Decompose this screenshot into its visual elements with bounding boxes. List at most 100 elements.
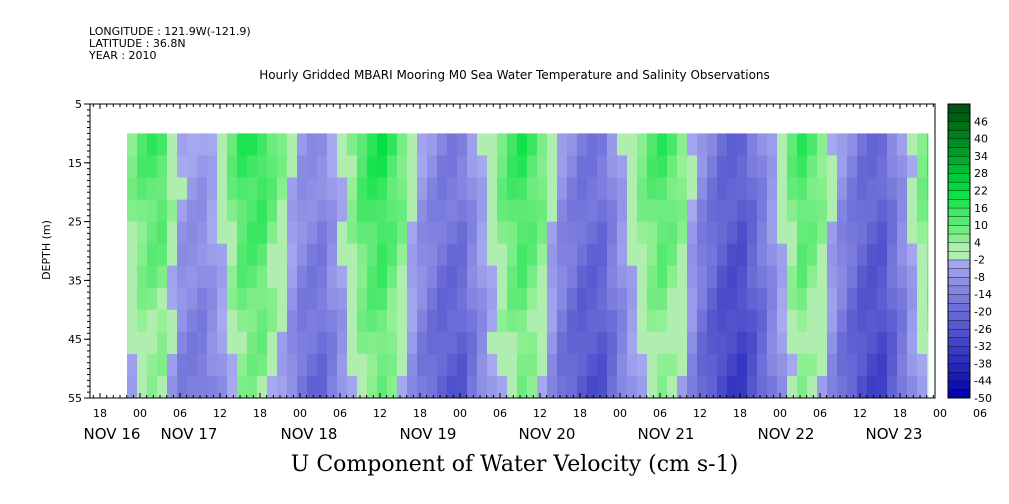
heatmap-cell [557,177,568,200]
heatmap-cell [807,309,818,333]
heatmap-cell [917,287,928,311]
heatmap-cell [217,331,228,355]
heatmap-cell [217,243,228,267]
x-hour-label: 00 [773,407,787,420]
heatmap-cell [477,221,488,245]
heatmap-cell [397,221,408,245]
heatmap-cell [257,243,268,267]
heatmap-cell [927,375,929,399]
heatmap-cell [227,375,238,399]
heatmap-cell [507,265,518,289]
heatmap-cell [437,265,448,289]
heatmap-cell [857,309,868,333]
heatmap-cell [287,155,298,178]
heatmap-cell [437,331,448,355]
heatmap-cell [617,133,628,156]
heatmap-cell [827,353,838,377]
heatmap-cell [457,243,468,267]
heatmap-cell [907,221,918,245]
heatmap-cell [797,331,808,355]
heatmap-cell [197,287,208,311]
heatmap-cell [217,221,228,245]
heatmap-cell [787,287,798,311]
heatmap-cell [507,353,518,377]
heatmap-cell [537,199,548,222]
heatmap-cell [217,309,228,333]
heatmap-cell [227,177,238,200]
heatmap-cell [557,133,568,156]
heatmap-cell [747,353,758,377]
heatmap-cell [557,243,568,267]
heatmap-cell [357,331,368,355]
heatmap-cell [567,133,578,156]
colorbar-segment [947,328,971,338]
heatmap-cell [697,265,708,289]
heatmap-cell [387,221,398,245]
heatmap-cell [267,155,278,178]
heatmap-cell [817,287,828,311]
heatmap-cell [437,177,448,200]
heatmap-cell [697,331,708,355]
heatmap-cell [137,265,148,289]
x-date-label: NOV 22 [758,425,815,443]
heatmap-cell [157,353,168,377]
heatmap-cell [537,221,548,245]
heatmap-cell [797,287,808,311]
heatmap-cell [627,287,638,311]
heatmap-cell [717,133,728,156]
heatmap-cell [647,133,658,156]
heatmap-cell [867,177,878,200]
heatmap-cell [817,353,828,377]
colorbar-frame [947,103,971,399]
heatmap-cell [477,331,488,355]
heatmap-cell [497,221,508,245]
heatmap-cell [687,243,698,267]
heatmap-cell [177,265,188,289]
colorbar-segment [947,380,971,390]
heatmap-cell [327,309,338,333]
heatmap-cell [657,155,668,178]
heatmap-cell [787,199,798,222]
heatmap-cell [627,243,638,267]
x-hour-label: 00 [293,407,307,420]
heatmap-cell [277,221,288,245]
colorbar-segment [947,250,971,261]
heatmap-cell [807,155,818,178]
heatmap-cell [187,133,198,156]
colorbar-segment [947,371,971,382]
heatmap-cell [717,353,728,377]
colorbar-segment [947,259,971,269]
heatmap-cell [647,221,658,245]
heatmap-cell [257,133,268,156]
colorbar-segment [947,112,971,122]
heatmap-cell [437,375,448,399]
heatmap-cell [477,243,488,267]
heatmap-cell [267,353,278,377]
heatmap-cell [417,243,428,267]
heatmap-cell [367,309,378,333]
heatmap-cell [577,177,588,200]
heatmap-cell [237,177,248,200]
heatmap-cell [857,331,868,355]
heatmap-cell [127,177,138,200]
heatmap-cell [577,287,588,311]
heatmap-cell [197,155,208,178]
heatmap-cell [447,221,458,245]
heatmap-cell [707,287,718,311]
colorbar-tick-label: 22 [974,184,988,197]
heatmap-cell [457,133,468,156]
heatmap-cell [717,375,728,399]
heatmap-cell [327,177,338,200]
heatmap-cell [327,243,338,267]
heatmap-cell [917,199,928,222]
heatmap-cell [277,177,288,200]
colorbar-segment [947,354,971,364]
heatmap-cell [687,133,698,156]
colorbar-segment [947,294,971,304]
heatmap-cell [407,353,418,377]
heatmap-cell [287,243,298,267]
heatmap-cell [127,221,138,245]
heatmap-cell [187,265,198,289]
heatmap-cell [827,199,838,222]
heatmap-cell [887,221,898,245]
